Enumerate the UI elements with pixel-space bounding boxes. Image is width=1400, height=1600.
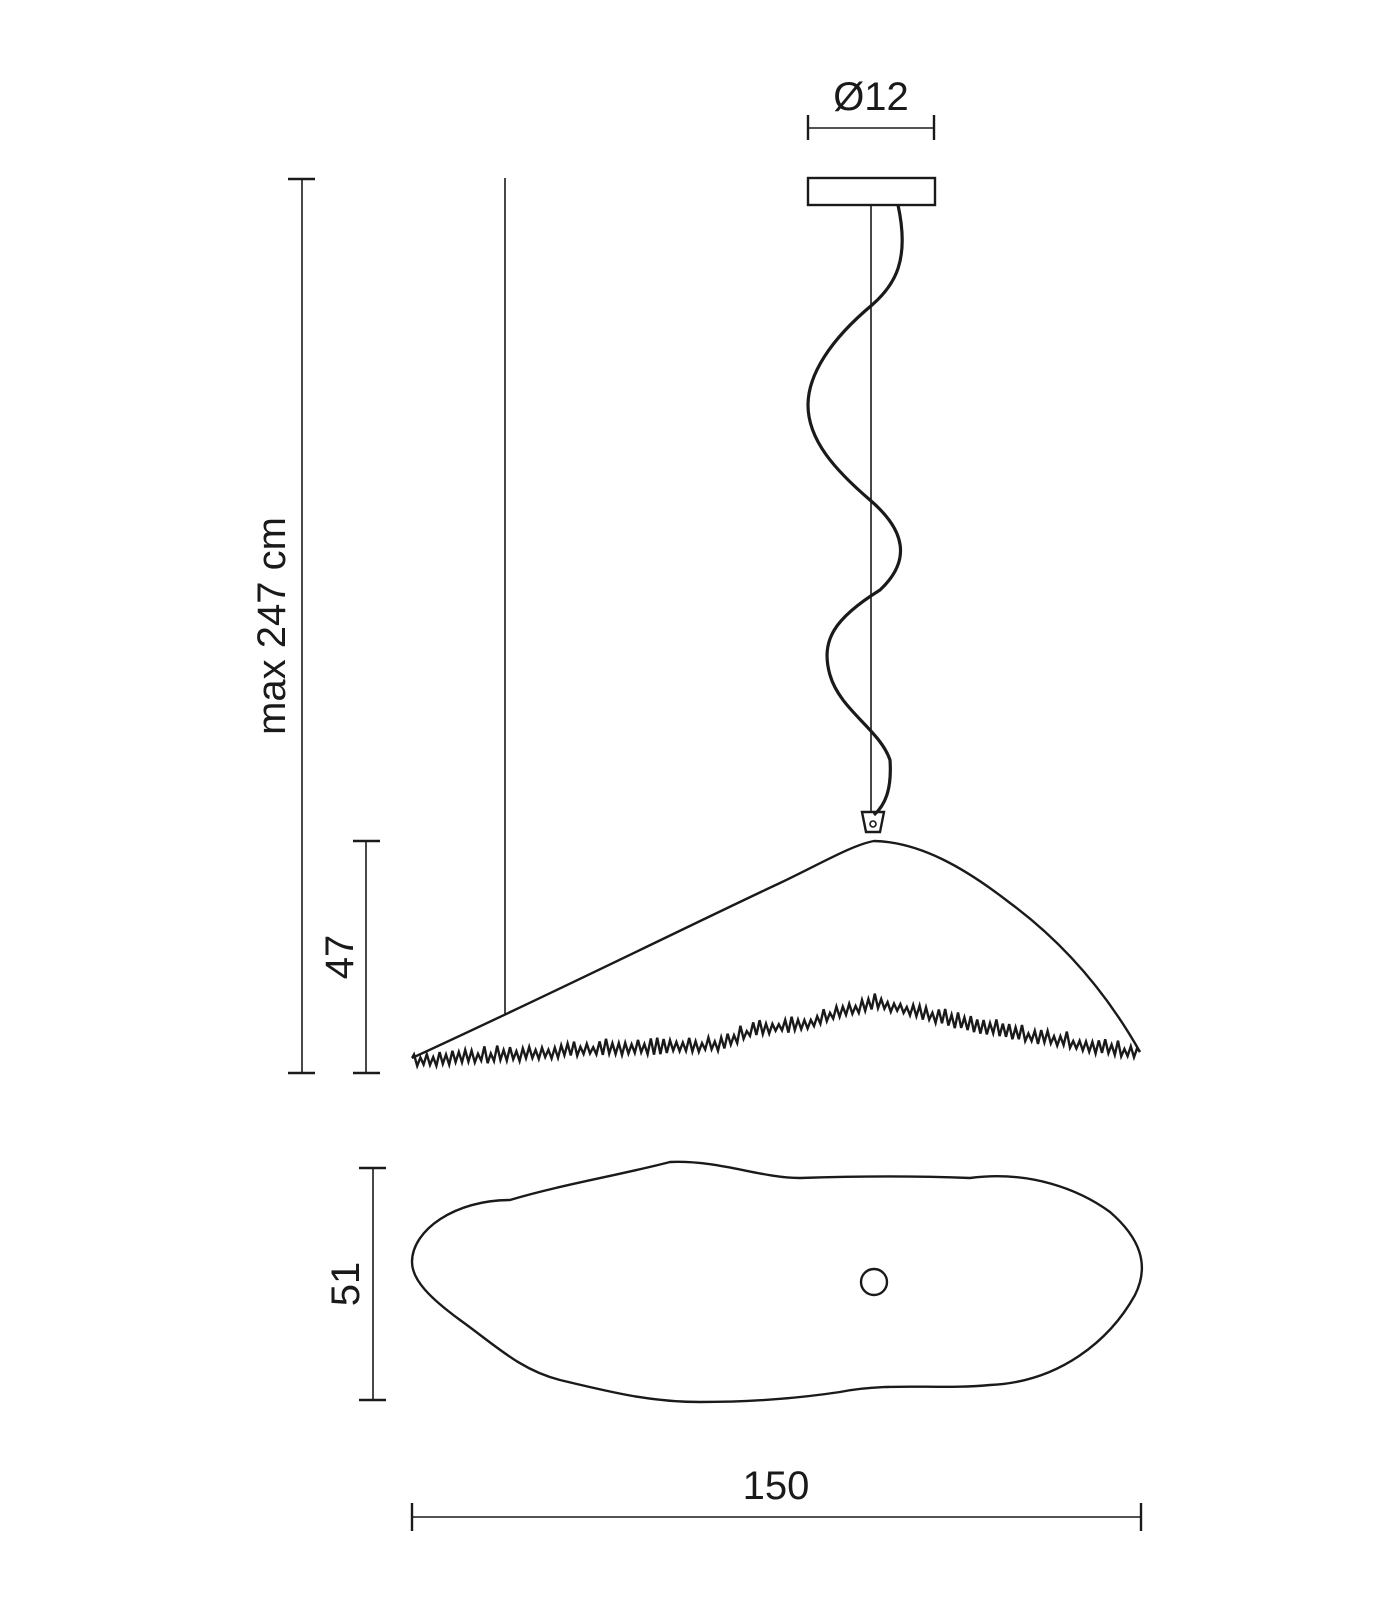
lamp-shade-side-view <box>411 839 1142 1060</box>
canopy-diameter-label: Ø12 <box>833 75 909 119</box>
ceiling-canopy <box>806 176 937 207</box>
shade-height-label: 47 <box>318 935 362 980</box>
max-height-label: max 247 cm <box>250 517 294 735</box>
shade-height-dimension: 47 <box>318 839 380 1075</box>
lamp-shade-top-view <box>410 1160 1143 1404</box>
max-height-dimension: max 247 cm <box>250 177 315 1075</box>
lamp-shade-fringe-edge <box>410 993 1141 1070</box>
shade-width-label: 150 <box>743 1464 810 1508</box>
canopy-diameter-dimension: Ø12 <box>806 75 936 140</box>
shade-depth-label: 51 <box>324 1262 368 1307</box>
shade-width-dimension: 150 <box>410 1464 1143 1531</box>
hanging-clip <box>860 810 886 834</box>
cable-attachment-point <box>859 1267 889 1297</box>
shade-depth-dimension: 51 <box>324 1166 386 1402</box>
power-cord <box>806 204 904 817</box>
